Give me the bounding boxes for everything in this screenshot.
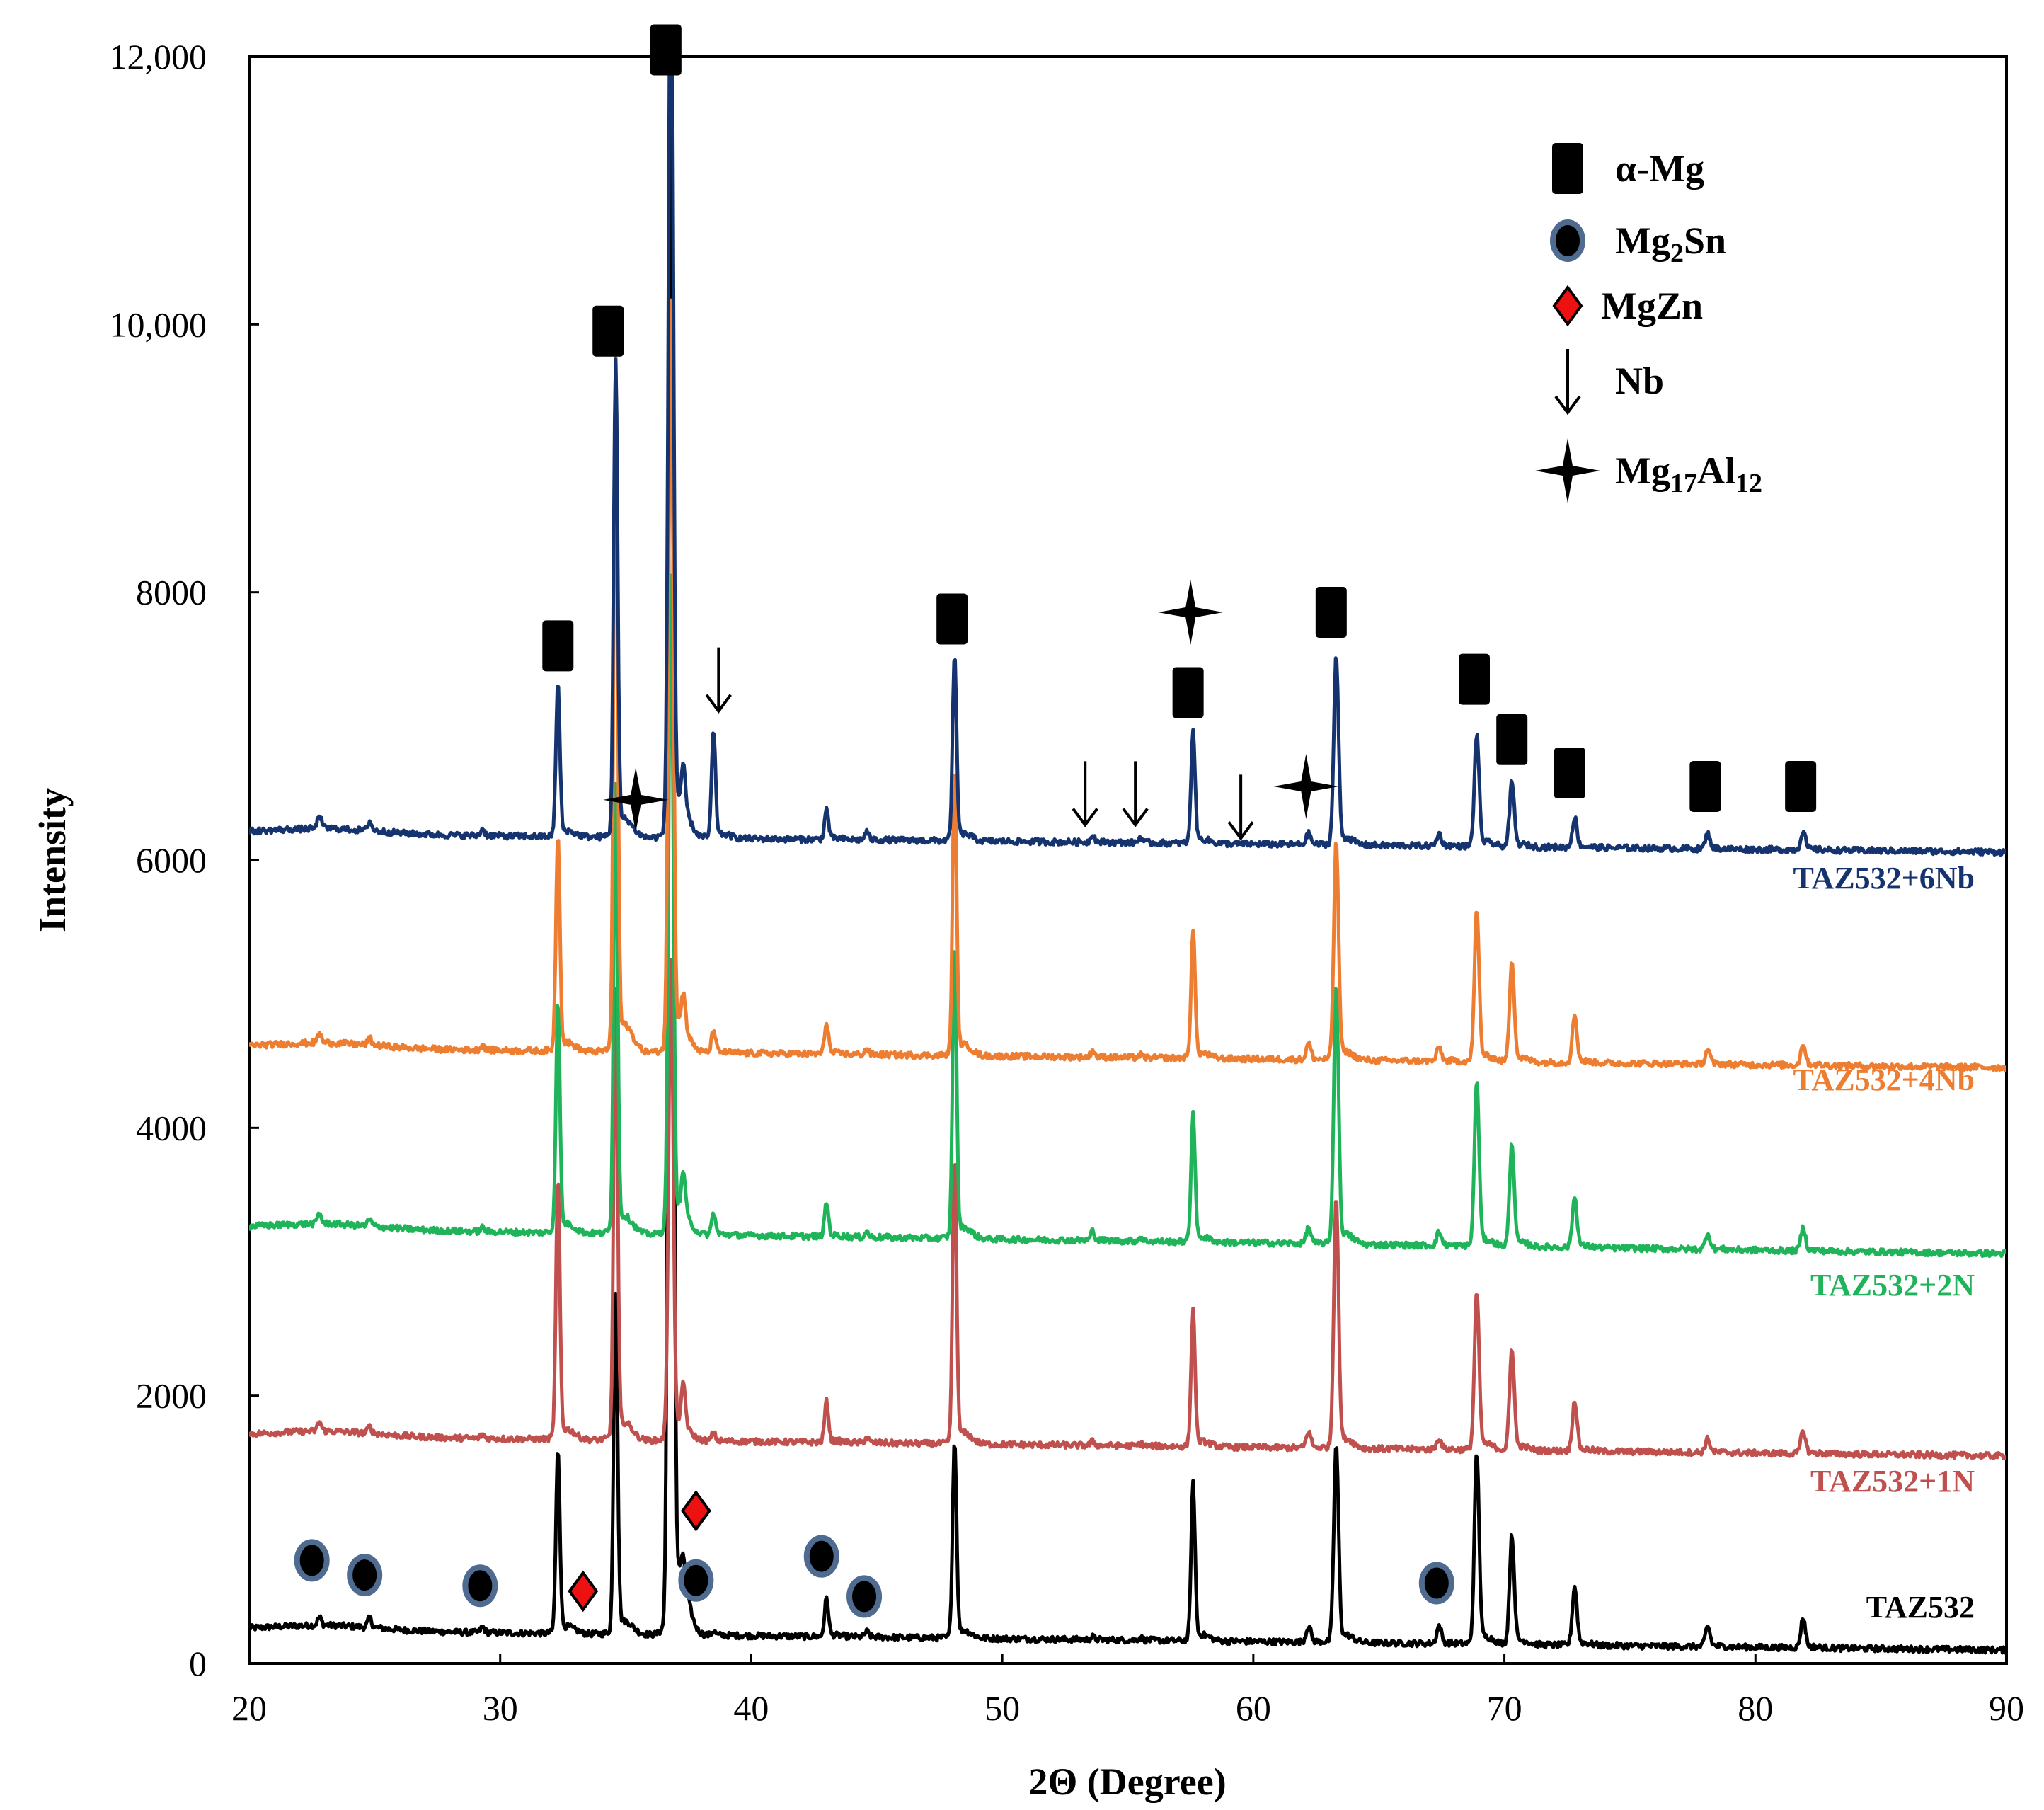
star-marker (603, 767, 669, 832)
square-marker (1459, 653, 1491, 705)
y-tick-label: 0 (189, 1644, 207, 1683)
series-labels: TAZ532 TAZ532+1N TAZ532+2N TAZ532+4Nb TAZ532… (1793, 861, 1975, 1625)
x-tick-label: 90 (1989, 1688, 2024, 1728)
square-marker (542, 620, 574, 672)
x-tick-label: 80 (1738, 1688, 1773, 1728)
y-tick-label: 12,000 (110, 37, 207, 76)
y-tick-label: 2000 (136, 1376, 207, 1416)
x-axis-ticks: 20 30 40 50 60 70 80 90 (231, 1654, 2024, 1728)
square-marker (1315, 587, 1347, 638)
plot-frame (248, 55, 2008, 1665)
series-label: TAZ532+2N (1810, 1268, 1975, 1302)
series-line-2 (249, 573, 2006, 1259)
circle-marker (1550, 219, 1585, 262)
square-marker (936, 593, 968, 645)
y-tick-label: 10,000 (110, 304, 207, 344)
x-tick-label: 50 (984, 1688, 1020, 1728)
arrow-marker (1072, 761, 1098, 827)
star-marker (1273, 753, 1339, 819)
diamond-marker (1552, 285, 1583, 327)
diamond-marker (568, 1570, 599, 1613)
x-tick-label: 70 (1487, 1688, 1522, 1728)
legend-label: Mg2Sn (1615, 219, 1726, 268)
circle-marker (1418, 1562, 1454, 1605)
legend: α-Mg Mg2Sn MgZn Nb Mg17Al12 (1535, 143, 1762, 503)
y-tick-label: 4000 (136, 1108, 207, 1147)
legend-item: Mg17Al12 (1535, 438, 1762, 503)
arrow-marker (1122, 761, 1149, 827)
legend-item: MgZn (1552, 285, 1703, 327)
series-label: TAZ532 (1866, 1590, 1975, 1625)
arrow-marker (705, 647, 732, 714)
legend-label: Nb (1615, 360, 1664, 402)
series-line-0 (249, 57, 2006, 1655)
star-marker (1535, 438, 1600, 503)
legend-label: Mg17Al12 (1615, 449, 1762, 498)
square-marker (650, 24, 682, 76)
y-tick-label: 8000 (136, 573, 207, 612)
circle-marker (294, 1539, 330, 1582)
x-tick-label: 60 (1236, 1688, 1271, 1728)
x-tick-label: 30 (483, 1688, 518, 1728)
series-label: TAZ532+1N (1810, 1464, 1975, 1499)
legend-label: MgZn (1601, 285, 1703, 327)
x-axis-title: 2Θ (Degree) (1028, 1760, 1226, 1803)
series-lines (249, 57, 2006, 1655)
square-marker (592, 305, 624, 357)
square-marker (1496, 714, 1528, 765)
circle-marker (846, 1575, 883, 1618)
y-axis-title: Intensity (31, 788, 74, 932)
legend-item: Nb (1554, 349, 1664, 416)
star-marker (1158, 580, 1224, 646)
y-tick-label: 6000 (136, 840, 207, 880)
series-label: TAZ532+6Nb (1793, 861, 1975, 895)
legend-label: α-Mg (1615, 147, 1704, 190)
series-line-3 (249, 298, 2006, 1072)
square-marker (1552, 143, 1583, 194)
circle-marker (347, 1554, 383, 1597)
circle-marker (803, 1535, 839, 1578)
diamond-marker (680, 1489, 711, 1532)
phase-markers (294, 24, 1817, 1618)
series-label: TAZ532+4Nb (1793, 1062, 1975, 1097)
arrow-marker (1554, 349, 1581, 416)
circle-marker (678, 1559, 714, 1602)
circle-marker (462, 1564, 498, 1608)
series-line-1 (249, 958, 2006, 1460)
square-marker (1172, 667, 1204, 718)
square-marker (1689, 760, 1721, 812)
x-tick-label: 20 (231, 1688, 267, 1728)
arrow-marker (1227, 774, 1254, 841)
square-marker (1785, 760, 1817, 812)
legend-item: Mg2Sn (1550, 219, 1726, 268)
legend-item: α-Mg (1552, 143, 1704, 194)
x-tick-label: 40 (733, 1688, 769, 1728)
series-line-4 (249, 57, 2006, 857)
y-axis-ticks: 0 2000 4000 6000 8000 10,000 12,000 (110, 37, 259, 1683)
square-marker (1554, 748, 1585, 799)
